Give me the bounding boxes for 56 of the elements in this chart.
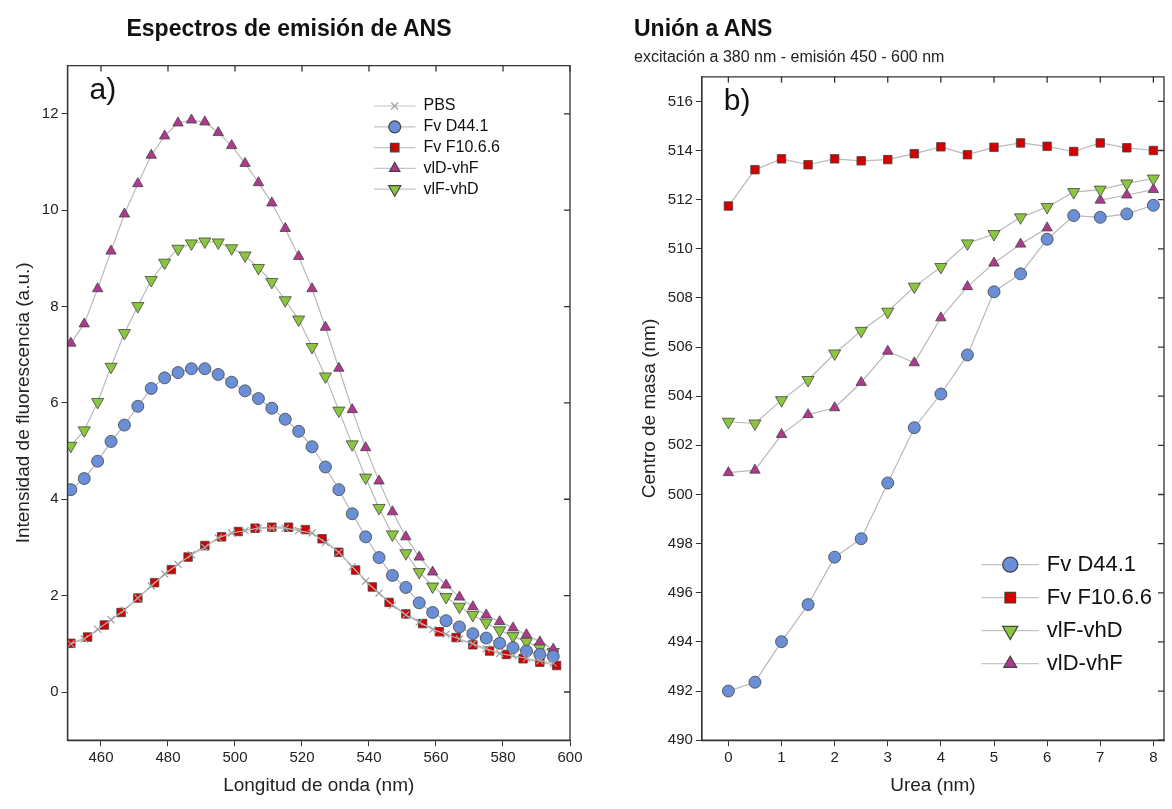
x-axis-title: Longitud de onda (nm) <box>223 773 415 795</box>
x-tick-label: 560 <box>423 748 449 766</box>
x-tick-label: 1 <box>777 748 786 766</box>
annotation: b) <box>723 83 751 117</box>
y-tick-label: 6 <box>50 393 59 411</box>
y-tick-label: 516 <box>667 91 693 109</box>
legend-label: Fv D44.1 <box>423 117 489 135</box>
y-tick-label: 2 <box>50 585 59 603</box>
x-tick-label: 540 <box>356 748 382 766</box>
y-tick-label: 502 <box>667 435 693 453</box>
legend-label: Fv D44.1 <box>1046 550 1137 576</box>
legend-label: Fv F10.6.6 <box>1046 583 1152 609</box>
x-tick-label: 8 <box>1149 748 1158 766</box>
y-tick-label: 514 <box>667 140 693 158</box>
legend-label: vlF-vhD <box>423 179 479 197</box>
y-tick-label: 506 <box>667 337 693 355</box>
x-tick-label: 480 <box>155 748 181 766</box>
x-tick-label: 580 <box>490 748 516 766</box>
y-tick-label: 504 <box>667 386 693 404</box>
x-tick-label: 0 <box>724 748 733 766</box>
y-tick-label: 510 <box>667 238 693 256</box>
y-tick-label: 508 <box>667 288 693 306</box>
legend-label: vlD-vhF <box>423 158 479 176</box>
y-tick-label: 4 <box>50 489 59 507</box>
y-axis-title: Intensidad de fluorescencia (a.u.) <box>11 262 33 544</box>
chart-title: Espectros de emisión de ANS <box>126 15 452 42</box>
chart-subtitle: excitación a 380 nm - emisión 450 - 600 nm <box>634 47 945 65</box>
y-tick-label: 512 <box>667 189 693 207</box>
x-tick-label: 3 <box>883 748 892 766</box>
y-tick-label: 500 <box>667 484 693 502</box>
x-tick-label: 500 <box>222 748 248 766</box>
y-tick-label: 8 <box>50 296 59 314</box>
y-tick-label: 10 <box>41 200 59 218</box>
x-tick-label: 4 <box>936 748 946 766</box>
x-tick-label: 520 <box>289 748 315 766</box>
legend-label: PBS <box>423 96 456 114</box>
y-tick-label: 0 <box>50 682 59 700</box>
x-tick-label: 6 <box>1042 748 1052 766</box>
y-tick-label: 498 <box>667 533 693 551</box>
y-tick-label: 494 <box>667 632 693 650</box>
x-tick-label: 2 <box>830 748 839 766</box>
legend-label: vlD-vhF <box>1046 649 1123 675</box>
y-tick-label: 12 <box>41 103 59 121</box>
x-tick-label: 600 <box>557 748 583 766</box>
chart-title: Unión a ANS <box>634 15 773 42</box>
y-tick-label: 492 <box>667 681 693 699</box>
legend-label: Fv F10.6.6 <box>423 138 501 156</box>
legend-label: vlF-vhD <box>1046 616 1123 642</box>
y-tick-label: 490 <box>667 730 693 748</box>
x-tick-label: 5 <box>989 748 999 766</box>
x-tick-label: 7 <box>1096 748 1105 766</box>
annotation: a) <box>89 71 117 105</box>
y-axis-title: Centro de masa (nm) <box>637 318 659 499</box>
x-axis-title: Urea (nm) <box>890 773 976 795</box>
x-tick-label: 460 <box>88 748 114 766</box>
y-tick-label: 496 <box>667 582 693 600</box>
